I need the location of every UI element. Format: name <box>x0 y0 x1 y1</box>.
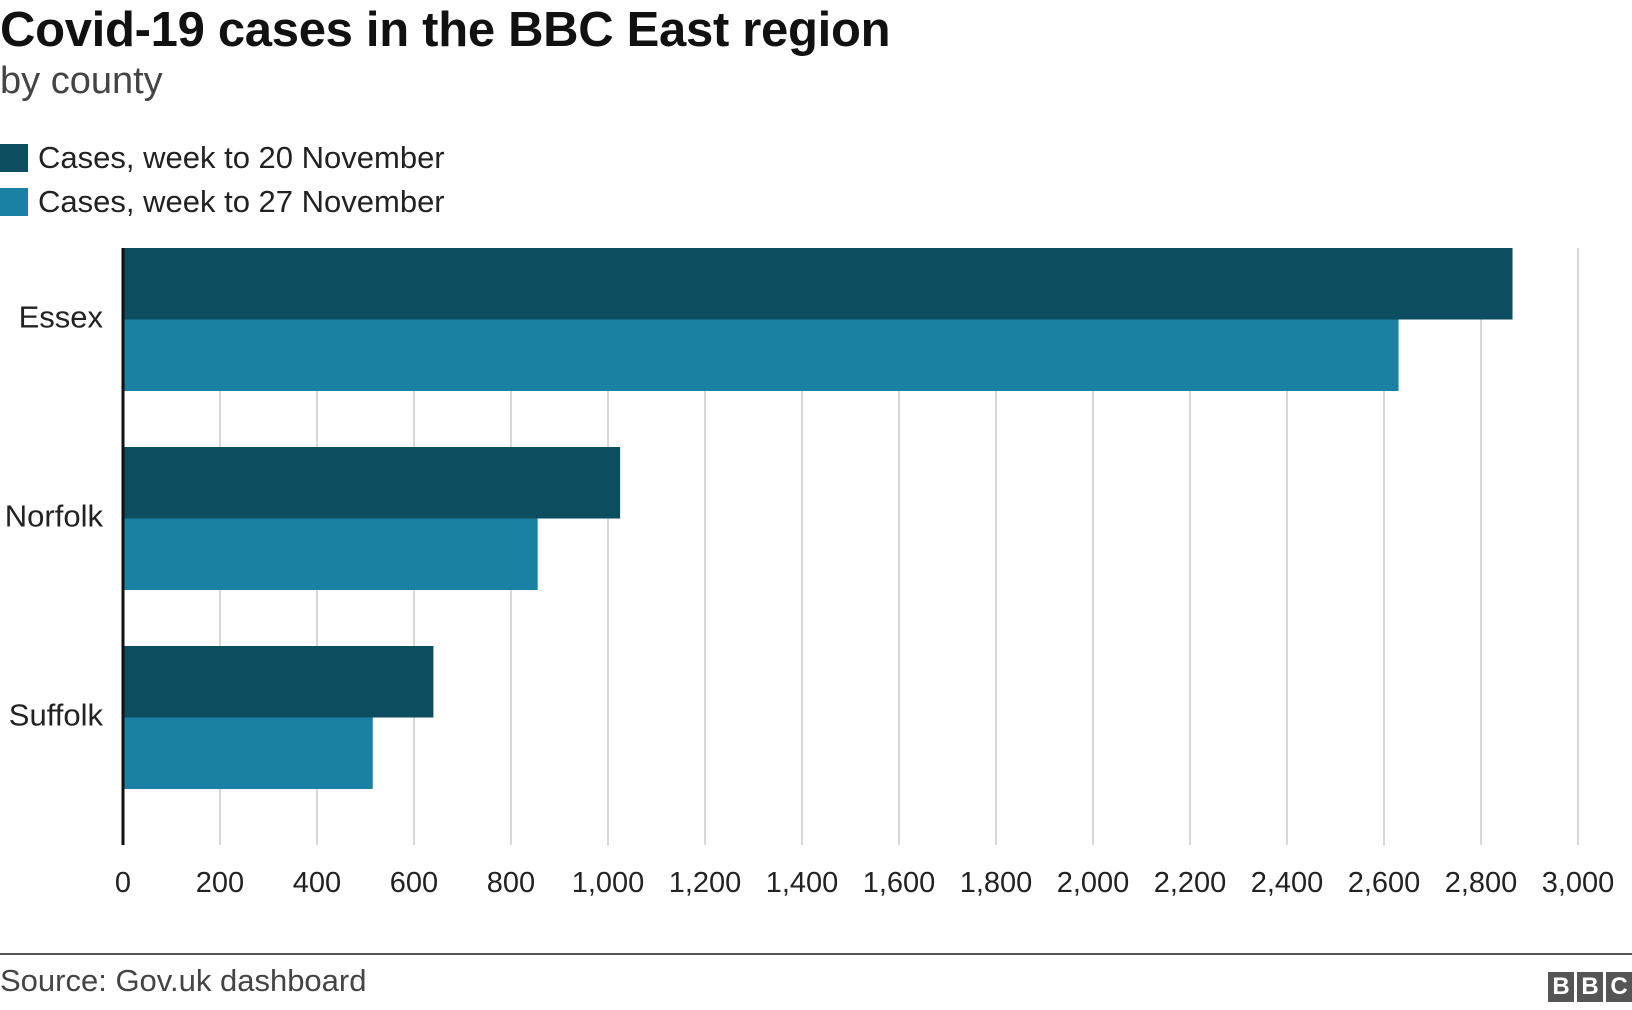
x-tick-label: 2,000 <box>1057 867 1130 899</box>
x-tick-label: 200 <box>196 867 244 899</box>
source-note: Source: Gov.uk dashboard <box>0 963 367 998</box>
x-tick-label: 1,800 <box>960 867 1033 899</box>
legend-item-week-27-nov: Cases, week to 27 November <box>0 180 445 224</box>
legend-swatch <box>0 144 28 172</box>
x-tick-label: 400 <box>293 867 341 899</box>
bar-suffolk-series-2 <box>123 717 373 789</box>
x-tick-label: 800 <box>487 867 535 899</box>
bar-norfolk-series-1 <box>123 447 621 519</box>
legend-swatch <box>0 188 28 216</box>
chart-subtitle: by county <box>0 60 163 102</box>
x-tick-label: 600 <box>390 867 438 899</box>
x-tick-label: 2,800 <box>1445 867 1518 899</box>
legend: Cases, week to 20 November Cases, week t… <box>0 136 445 224</box>
x-tick-label: 2,200 <box>1154 867 1227 899</box>
bar-chart: Essex Norfolk Suffolk 0 200 400 600 800 1,000 1,2… <box>5 248 1615 899</box>
x-tick-label: 3,000 <box>1542 867 1615 899</box>
logo-letter: B <box>1548 972 1574 1002</box>
logo-letter: C <box>1606 972 1632 1002</box>
bbc-logo: B B C <box>1548 972 1632 1002</box>
chart-title: Covid-19 cases in the BBC East region <box>0 3 891 57</box>
legend-label: Cases, week to 20 November <box>38 140 445 175</box>
bar-suffolk-series-1 <box>123 646 434 718</box>
x-tick-label: 1,000 <box>572 867 645 899</box>
legend-item-week-20-nov: Cases, week to 20 November <box>0 136 445 180</box>
x-tick-label: 1,400 <box>766 867 839 899</box>
x-tick-label: 1,600 <box>863 867 936 899</box>
bar-essex-series-2 <box>123 319 1399 391</box>
x-tick-label: 2,400 <box>1251 867 1324 899</box>
bar-norfolk-series-2 <box>123 518 538 590</box>
category-label: Norfolk <box>5 499 104 534</box>
x-tick-label: 2,600 <box>1348 867 1421 899</box>
category-label: Essex <box>19 300 104 335</box>
x-tick-label: 1,200 <box>669 867 742 899</box>
footer-divider <box>0 953 1632 955</box>
logo-letter: B <box>1577 972 1603 1002</box>
x-tick-label: 0 <box>115 867 131 899</box>
bar-essex-series-1 <box>123 248 1513 320</box>
legend-label: Cases, week to 27 November <box>38 184 445 219</box>
category-label: Suffolk <box>9 698 104 733</box>
